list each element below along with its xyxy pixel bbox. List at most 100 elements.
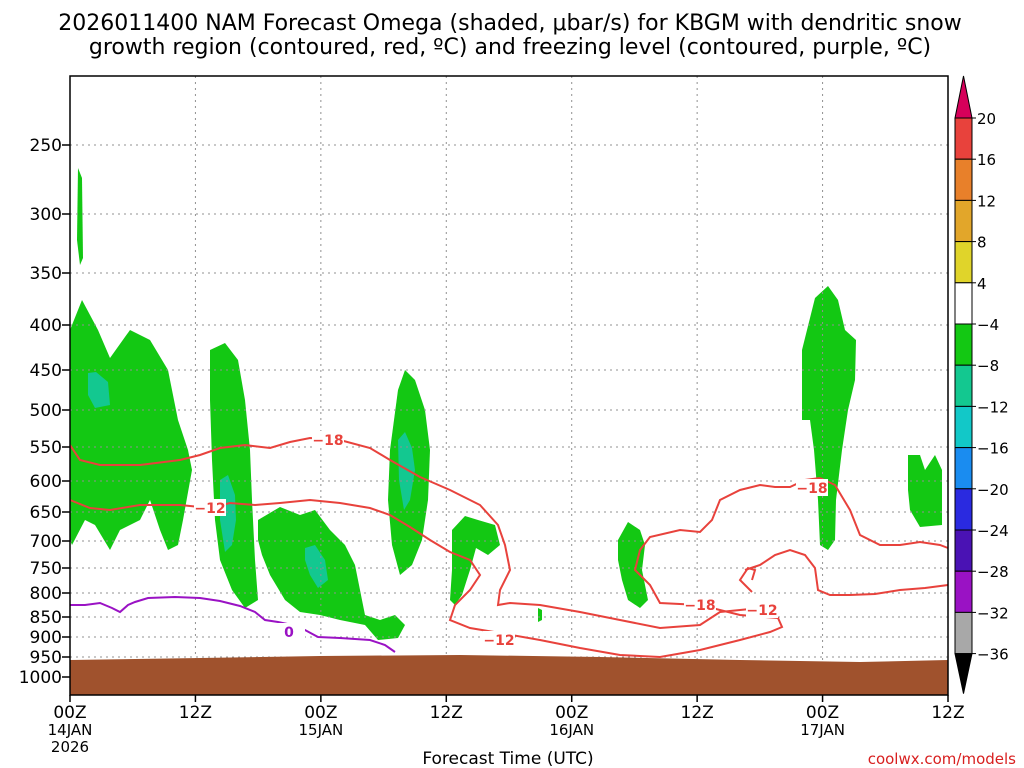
freezing-level-contour [70, 595, 396, 653]
omega-area [88, 372, 110, 408]
colorbar-label: −32 [977, 604, 1009, 622]
colorbar-segment [954, 199, 973, 243]
dgz-contour-minus12-right [744, 548, 949, 596]
colorbar-label: −8 [977, 357, 999, 375]
colorbar-label: 4 [977, 275, 987, 293]
x-tick-label: 00Z [53, 703, 86, 723]
colorbar-label: −4 [977, 316, 999, 334]
contour-label: −12 [194, 501, 225, 517]
omega-shading [70, 168, 942, 640]
x-tick-label: 00Z [806, 703, 839, 723]
colorbar-segment [954, 282, 973, 325]
y-tick-label: 700 [30, 532, 62, 552]
colorbar-label: 12 [977, 192, 996, 210]
contour-label: −18 [312, 433, 343, 449]
omega-area [305, 545, 328, 588]
colorbar-top-arrow [954, 75, 973, 119]
contour-label-bg [746, 601, 778, 618]
omega-area [618, 522, 648, 608]
y-tick-label: 900 [30, 628, 62, 648]
y-tick-label: 300 [30, 205, 62, 225]
omega-area [908, 455, 942, 527]
colorbar-segment [954, 241, 973, 284]
plot-frame [69, 75, 949, 696]
y-tick-label: 1000 [19, 668, 62, 688]
colorbar-segment [954, 447, 973, 490]
grid-lines [70, 76, 948, 695]
colorbar-bottom-arrow [954, 653, 973, 694]
chart-title-line-2: growth region (contoured, red, ºC) and f… [89, 35, 931, 60]
contour-label-bg [483, 631, 515, 648]
omega-area [258, 507, 405, 640]
y-tick-label: 500 [30, 401, 62, 421]
chart-title-line-1: 2026011400 NAM Forecast Omega (shaded, μ… [58, 11, 961, 36]
colorbar-segment [954, 364, 973, 407]
x-tick-label: 00Z [555, 703, 588, 723]
colorbar-label: 16 [977, 151, 996, 169]
y-tick-label: 400 [30, 316, 62, 336]
colorbar-segment [954, 117, 973, 160]
dgz-contour-minus18 [69, 436, 771, 630]
colorbar: 20 16 12 8 4 −4 −8 −12 −16 −20 −24 −28 −32 −36 [954, 75, 1009, 694]
contour-label: −18 [796, 481, 827, 497]
x-tick-label: 2026 [51, 738, 89, 756]
y-tick-label: 600 [30, 472, 62, 492]
y-tick-label: 950 [30, 648, 62, 668]
dgz-contour-minus12 [69, 477, 821, 659]
colorbar-label: −24 [977, 522, 1009, 540]
colorbar-segment [954, 529, 973, 572]
contour-label-bg [796, 479, 828, 496]
contour-label-bg [312, 431, 344, 448]
y-axis: 2503003504004505005506006507007508008509… [19, 136, 70, 688]
y-tick-label: 750 [30, 559, 62, 579]
x-tick-label: 12Z [931, 703, 964, 723]
omega-area [538, 608, 542, 622]
dgz-contour-minus12-loop [738, 566, 757, 593]
terrain [70, 655, 948, 695]
contour-labels: −18 −12 −12 −18 −12 −18 0 [194, 431, 828, 649]
omega-area [802, 286, 856, 550]
colorbar-segment [954, 405, 973, 449]
omega-area [70, 300, 192, 550]
omega-area [450, 516, 500, 605]
x-tick-label: 15JAN [298, 721, 343, 739]
colorbar-segment [954, 488, 973, 531]
y-tick-label: 650 [30, 503, 62, 523]
colorbar-segment [954, 158, 973, 201]
y-tick-label: 250 [30, 136, 62, 156]
colorbar-label: −28 [977, 563, 1009, 581]
x-tick-label: 00Z [304, 703, 337, 723]
x-tick-label: 14JAN [48, 721, 93, 739]
y-tick-label: 450 [30, 361, 62, 381]
omega-area [210, 343, 258, 608]
y-tick-label: 550 [30, 438, 62, 458]
colorbar-label: 20 [977, 110, 996, 128]
dgz-contours [69, 436, 949, 659]
x-tick-label: 17JAN [800, 721, 845, 739]
colorbar-segment [954, 611, 973, 655]
contour-label: −12 [483, 633, 514, 649]
colorbar-label: −12 [977, 398, 1009, 416]
contour-label-bg [273, 623, 305, 640]
contour-label-bg [194, 499, 226, 516]
colorbar-segment [954, 323, 973, 366]
y-tick-label: 800 [30, 584, 62, 604]
contour-label-bg [684, 596, 716, 613]
contour-label: 0 [284, 625, 294, 641]
contour-label: −18 [684, 598, 715, 614]
contour-label: −12 [746, 603, 777, 619]
x-axis-label: Forecast Time (UTC) [422, 749, 593, 768]
omega-area [398, 432, 415, 510]
x-tick-label: 16JAN [549, 721, 594, 739]
y-tick-label: 350 [30, 264, 62, 284]
x-tick-label: 12Z [430, 703, 463, 723]
x-tick-label: 12Z [681, 703, 714, 723]
colorbar-label: −36 [977, 646, 1009, 664]
colorbar-label: −16 [977, 440, 1009, 458]
credit-text: coolwx.com/models [868, 750, 1016, 768]
colorbar-label: −20 [977, 481, 1009, 499]
omega-area [77, 168, 83, 265]
x-tick-label: 12Z [179, 703, 212, 723]
